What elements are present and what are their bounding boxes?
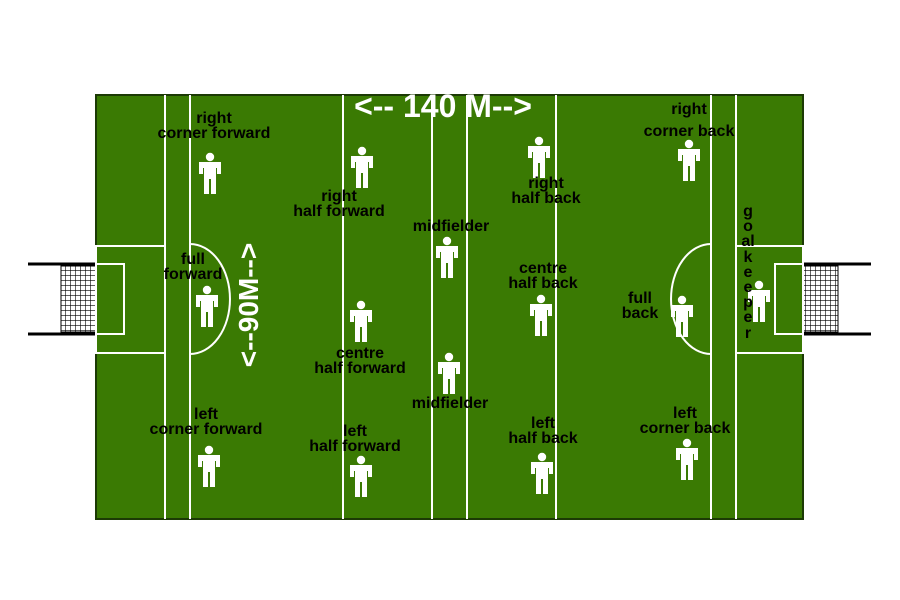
- pitch-length-label: <-- 140 M-->: [354, 88, 532, 124]
- label-centre-half-back: centre half back: [508, 260, 578, 292]
- label-midfielder-bottom: midfielder: [411, 395, 489, 412]
- pitch-markings: [95, 95, 804, 519]
- label-left-half-back: left half back: [508, 415, 578, 447]
- label-full-back: full back: [621, 290, 659, 322]
- label-right-corner-forward: right corner forward: [157, 110, 271, 142]
- label-left-corner-back: left corner back: [639, 405, 731, 437]
- label-right-half-forward: right half forward: [293, 188, 385, 220]
- label-centre-half-forward: centre half forward: [314, 345, 406, 377]
- label-right-corner-back: right corner back: [643, 101, 735, 140]
- label-right-half-back: right half back: [511, 175, 581, 207]
- right-goal: [802, 262, 871, 336]
- label-goalkeeper: goalkeeper: [741, 203, 755, 342]
- label-left-half-forward: left half forward: [309, 423, 401, 455]
- left-goal: [28, 262, 97, 336]
- pitch-width-label: <--90M-->: [233, 242, 264, 368]
- label-full-forward: full forward: [163, 251, 223, 283]
- label-midfielder-top: midfielder: [412, 218, 490, 235]
- label-left-corner-forward: left corner forward: [149, 406, 263, 438]
